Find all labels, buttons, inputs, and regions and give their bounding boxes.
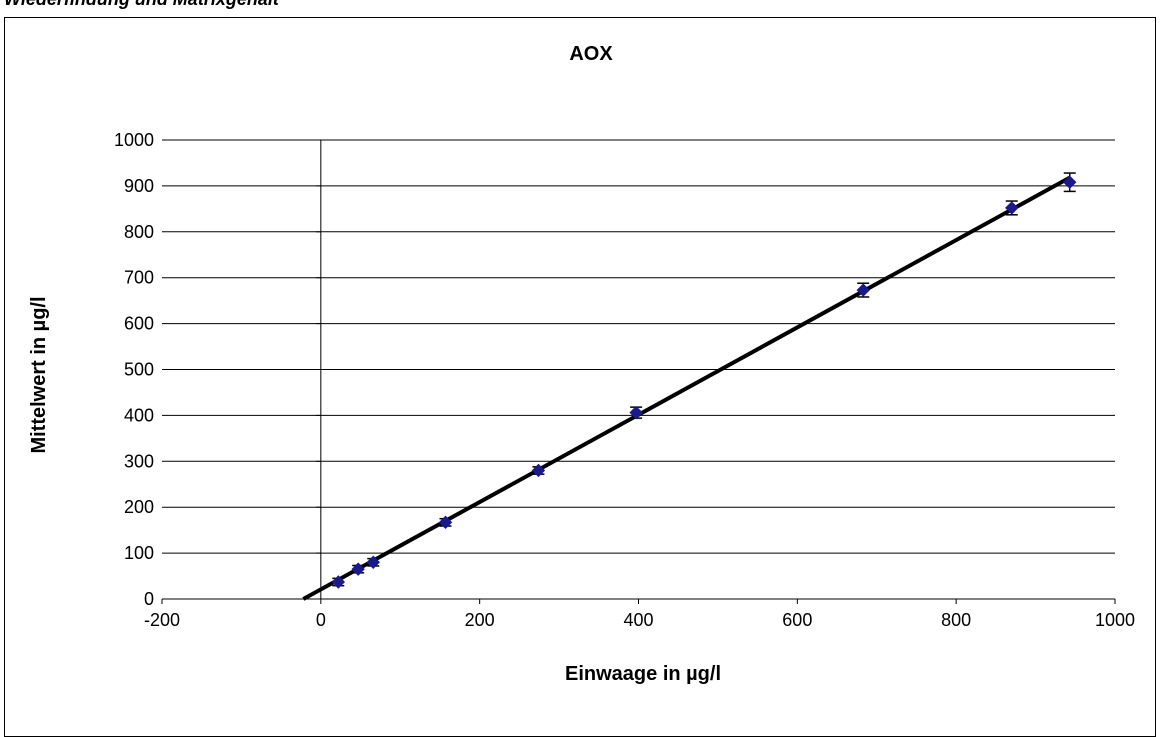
chart-title: AOX (569, 43, 613, 65)
data-point-2 (366, 555, 380, 569)
data-point-4 (531, 463, 546, 478)
x-tick-label-3: 400 (623, 610, 653, 630)
y-tick-label-3: 300 (124, 451, 154, 471)
y-tick-label-7: 700 (124, 268, 154, 288)
data-point-8 (1063, 175, 1077, 189)
x-tick-label-6: 1000 (1095, 610, 1135, 630)
x-axis-label: Einwaage in µg/l (565, 663, 721, 685)
chart-frame: AOX Mittelwert in µg/l Einwaage in µg/l … (4, 17, 1156, 737)
data-point-7 (1005, 201, 1019, 215)
y-tick-label-1: 100 (124, 543, 154, 563)
y-tick-label-0: 0 (144, 589, 154, 609)
page-heading: Wiederfindung und Matrixgehalt (4, 0, 279, 10)
x-tick-label-5: 800 (941, 610, 971, 630)
x-tick-label-1: 0 (316, 610, 326, 630)
x-tick-label-2: 200 (465, 610, 495, 630)
y-tick-label-6: 600 (124, 314, 154, 334)
y-tick-label-4: 400 (124, 405, 154, 425)
data-point-0 (331, 575, 346, 589)
data-point-5 (629, 405, 643, 420)
y-tick-label-2: 200 (124, 497, 154, 517)
x-tick-label-0: -200 (144, 610, 180, 630)
y-axis-label: Mittelwert in µg/l (28, 296, 50, 453)
data-point-3 (438, 515, 453, 530)
data-point-6 (856, 283, 870, 297)
trendline (302, 175, 1071, 601)
y-tick-label-8: 800 (124, 222, 154, 242)
x-tick-label-4: 600 (782, 610, 812, 630)
y-tick-label-9: 900 (124, 176, 154, 196)
data-point-1 (351, 562, 365, 576)
y-tick-label-10: 1000 (114, 130, 154, 150)
y-tick-label-5: 500 (124, 360, 154, 380)
aox-chart: AOX Mittelwert in µg/l Einwaage in µg/l … (28, 43, 1135, 685)
